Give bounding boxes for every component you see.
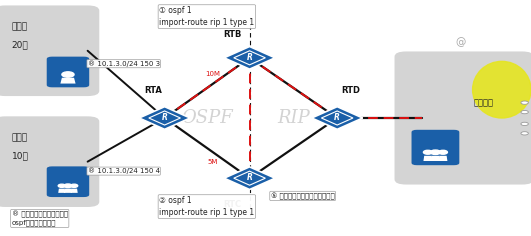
Text: 5M: 5M [207, 159, 218, 165]
Circle shape [521, 101, 528, 104]
Polygon shape [58, 189, 65, 193]
Text: ⑤ 锁路空闲，锁路带宽利用率低: ⑤ 锁路空闲，锁路带宽利用率低 [271, 192, 335, 199]
Text: R: R [161, 113, 168, 122]
Text: @: @ [456, 38, 466, 47]
Text: R: R [334, 113, 340, 122]
FancyBboxPatch shape [47, 166, 89, 197]
Text: OSPF: OSPF [181, 109, 233, 127]
Circle shape [521, 132, 528, 135]
Circle shape [423, 150, 432, 154]
FancyBboxPatch shape [0, 116, 99, 207]
Text: R: R [246, 173, 253, 182]
Polygon shape [139, 107, 190, 129]
Text: 10人: 10人 [12, 152, 29, 160]
Text: R: R [246, 53, 253, 62]
Circle shape [71, 184, 78, 187]
Circle shape [431, 150, 440, 155]
Circle shape [521, 122, 528, 126]
Polygon shape [224, 46, 275, 69]
Circle shape [439, 150, 448, 154]
Text: RTD: RTD [341, 86, 360, 95]
FancyBboxPatch shape [0, 5, 99, 96]
Text: ① ospf 1
import-route rip 1 type 1: ① ospf 1 import-route rip 1 type 1 [159, 6, 254, 27]
Polygon shape [423, 156, 432, 161]
FancyBboxPatch shape [395, 51, 531, 185]
Text: 20人: 20人 [12, 41, 29, 50]
FancyBboxPatch shape [47, 57, 89, 87]
Ellipse shape [473, 61, 531, 118]
Text: 财务部: 财务部 [12, 133, 28, 142]
Polygon shape [64, 189, 72, 193]
Polygon shape [439, 156, 448, 161]
Circle shape [62, 72, 74, 77]
Text: ® 解决：可通过修改接口的
ospf升销値实现负载: ® 解决：可通过修改接口的 ospf升销値实现负载 [12, 211, 68, 226]
Text: ® 10.1.3.0/24 150 4: ® 10.1.3.0/24 150 4 [88, 168, 160, 174]
Text: ② ospf 1
import-route rip 1 type 1: ② ospf 1 import-route rip 1 type 1 [159, 196, 254, 217]
Circle shape [521, 110, 528, 114]
Text: RTA: RTA [144, 86, 162, 95]
Text: 市场部: 市场部 [12, 22, 28, 31]
FancyBboxPatch shape [412, 130, 459, 165]
Polygon shape [224, 167, 275, 190]
Polygon shape [431, 156, 440, 161]
Text: 公司总部: 公司总部 [474, 99, 494, 108]
Polygon shape [71, 189, 78, 193]
Circle shape [58, 184, 65, 187]
Text: ® 10.1.3.0/24 150 3: ® 10.1.3.0/24 150 3 [88, 60, 160, 67]
Polygon shape [61, 78, 75, 84]
Text: RTC: RTC [223, 200, 241, 209]
Text: 10M: 10M [205, 71, 220, 77]
Circle shape [64, 184, 72, 188]
Text: RIP: RIP [277, 109, 310, 127]
Text: RTB: RTB [223, 30, 241, 39]
Polygon shape [312, 107, 363, 129]
